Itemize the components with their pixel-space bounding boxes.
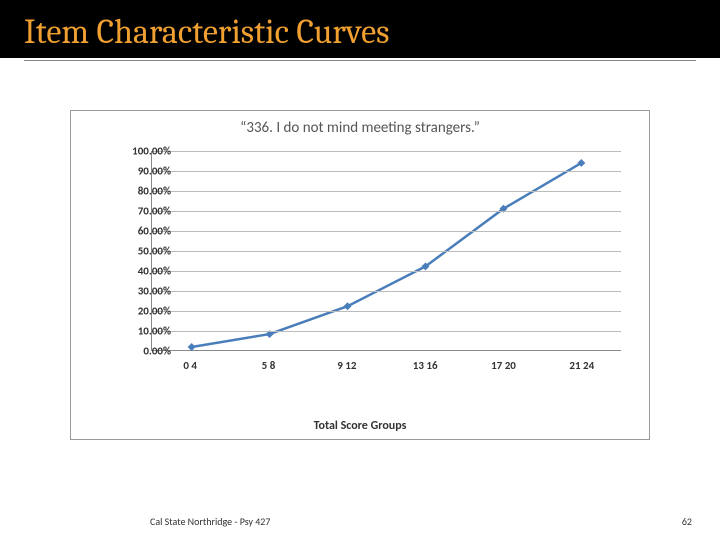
x-tick-label: 17 20 (479, 359, 529, 372)
grid-line (152, 231, 621, 232)
x-tick-label: 0 4 (165, 359, 215, 372)
y-tick-label: 60.00% (101, 225, 171, 238)
y-tick-label: 70.00% (101, 205, 171, 218)
x-tick-label: 9 12 (322, 359, 372, 372)
chart-container: “336. I do not mind meeting strangers.” … (70, 110, 650, 440)
x-tick-label: 21 24 (557, 359, 607, 372)
x-axis-title: Total Score Groups (71, 419, 649, 433)
footer-page-number: 62 (682, 515, 692, 528)
grid-line (152, 331, 621, 332)
grid-line (152, 251, 621, 252)
grid-line (152, 191, 621, 192)
y-tick-label: 40.00% (101, 265, 171, 278)
data-marker (188, 343, 196, 351)
title-bar: Item Characteristic Curves (0, 0, 720, 58)
grid-line (152, 171, 621, 172)
y-tick-label: 100.00% (101, 145, 171, 158)
grid-line (152, 271, 621, 272)
chart-body: 0.00% 10.00% 20.00% 30.00% 40.00% 50.00% 60.00… (71, 141, 649, 391)
slide-title: Item Characteristic Curves (24, 12, 696, 52)
grid-line (152, 211, 621, 212)
chart-title: “336. I do not mind meeting strangers.” (71, 111, 649, 141)
x-tick-label: 13 16 (400, 359, 450, 372)
slide: Item Characteristic Curves “336. I do no… (0, 0, 720, 540)
y-tick-label: 90.00% (101, 165, 171, 178)
title-underline (24, 60, 696, 61)
y-tick-label: 80.00% (101, 185, 171, 198)
x-tick-label: 5 8 (244, 359, 294, 372)
footer-left: Cal State Northridge - Psy 427 (150, 515, 270, 528)
plot-area (151, 151, 621, 351)
y-tick-label: 30.00% (101, 285, 171, 298)
y-tick-label: 0.00% (101, 345, 171, 358)
grid-line (152, 311, 621, 312)
y-tick-label: 10.00% (101, 325, 171, 338)
y-tick-label: 50.00% (101, 245, 171, 258)
y-tick-label: 20.00% (101, 305, 171, 318)
grid-line (152, 291, 621, 292)
grid-line (152, 151, 621, 152)
